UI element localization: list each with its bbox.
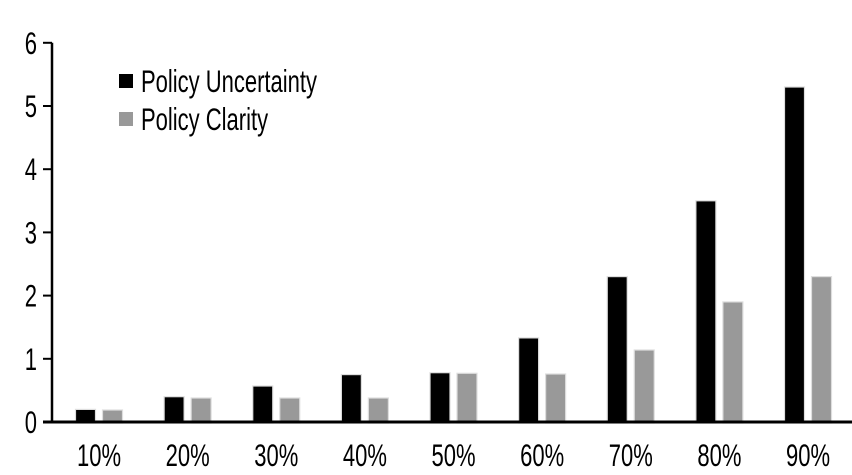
bar-policy-uncertainty-70pct	[606, 276, 628, 424]
bar-policy-uncertainty-90pct	[783, 86, 806, 424]
axis-labels-layer: 0 1 2 3 4 5 6 10% 20% 30% 40% 50% 60% 70% 80% 90%	[25, 25, 830, 473]
bar-policy-uncertainty-20pct	[163, 396, 185, 424]
axes-layer	[43, 41, 852, 424]
y-tick-label: 6	[25, 25, 37, 61]
bar-policy-uncertainty-40pct	[340, 374, 362, 424]
bar-policy-clarity-80pct	[722, 301, 744, 424]
x-axis-label: 60%	[520, 437, 564, 473]
bar-policy-clarity-60pct	[545, 373, 567, 424]
y-tick-label: 3	[25, 214, 37, 250]
x-axis-label: 70%	[609, 437, 653, 473]
legend-swatch-icon	[119, 74, 133, 88]
legend-label: Policy Uncertainty	[141, 63, 317, 99]
bar-policy-clarity-40pct	[367, 397, 389, 424]
x-axis-label: 90%	[786, 437, 830, 473]
legend-item: Policy Clarity	[119, 101, 268, 137]
x-axis-label: 30%	[254, 437, 298, 473]
y-tick-label: 0	[25, 404, 37, 440]
bar-policy-uncertainty-60pct	[518, 337, 540, 424]
bar-policy-clarity-50pct	[456, 372, 478, 424]
bar-policy-clarity-90pct	[810, 276, 833, 424]
bar-policy-clarity-20pct	[190, 397, 212, 424]
x-axis-label: 10%	[77, 437, 121, 473]
bars-layer	[74, 86, 833, 424]
y-tick-label: 5	[25, 88, 37, 124]
legend-label: Policy Clarity	[141, 101, 268, 137]
y-tick-label: 1	[25, 341, 37, 377]
bar-policy-uncertainty-50pct	[429, 372, 451, 424]
x-axis-label: 80%	[697, 437, 741, 473]
x-axis-label: 20%	[166, 437, 210, 473]
bar-policy-uncertainty-80pct	[695, 200, 717, 424]
x-axis-label: 40%	[343, 437, 387, 473]
legend-item: Policy Uncertainty	[119, 63, 317, 99]
bar-policy-clarity-70pct	[633, 349, 655, 424]
y-tick-label: 4	[25, 151, 37, 187]
legend-swatch-icon	[119, 112, 133, 126]
bar-policy-uncertainty-30pct	[252, 385, 274, 424]
x-axis-label: 50%	[431, 437, 475, 473]
y-tick-label: 2	[25, 277, 37, 313]
bar-policy-clarity-30pct	[279, 397, 301, 424]
